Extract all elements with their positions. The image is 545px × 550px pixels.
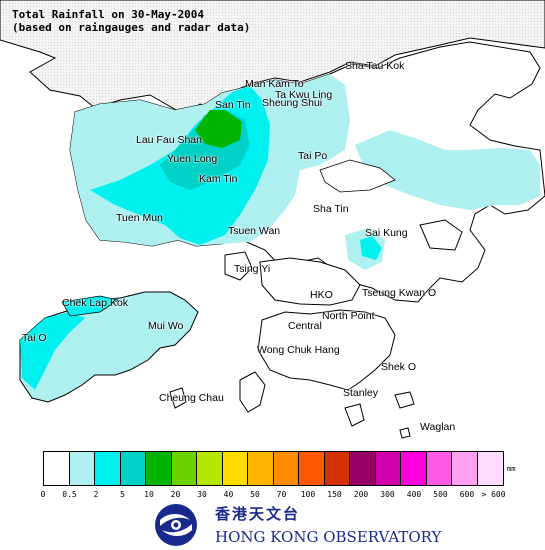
legend-tick-label: 70 [276, 490, 287, 499]
legend-tick-label: 500 [433, 490, 448, 499]
legend-swatch [120, 452, 146, 485]
map-subtitle: (based on raingauges and radar data) [12, 21, 251, 34]
legend-tick-label: 10 [144, 490, 154, 499]
place-yuen-long: Yuen Long [167, 153, 218, 165]
legend-swatch [146, 452, 172, 485]
legend-tick-label: 150 [327, 490, 342, 499]
legend-unit: mm [507, 465, 516, 473]
place-wong-chuk-hang: Wong Chuk Hang [257, 344, 340, 356]
waglan-island [399, 427, 411, 439]
place-san-tin: San Tin [215, 99, 251, 111]
legend-swatch [197, 452, 223, 485]
legend-swatch [401, 452, 427, 485]
legend-swatch [222, 452, 248, 485]
cheung-chau-island [169, 387, 187, 409]
place-kam-tin: Kam Tin [199, 173, 238, 185]
tsing-yi-island [224, 251, 253, 281]
place-sha-tin: Sha Tin [313, 203, 349, 215]
place-waglan: Waglan [420, 421, 456, 433]
place-hko: HKO [310, 289, 333, 301]
legend-swatch [273, 452, 299, 485]
legend-tick-label: 100 [300, 490, 316, 499]
legend-swatch [69, 452, 95, 485]
legend-swatch [248, 452, 274, 485]
place-sheung-shui: Sheung Shui [262, 97, 323, 109]
rain-light-east [355, 130, 540, 210]
legend-tick-label: > 600 [481, 490, 506, 499]
rain-heavy [195, 110, 242, 148]
kowloon [259, 257, 361, 306]
legend-swatch [452, 452, 478, 485]
legend-swatch [44, 452, 70, 485]
place-sha-tau-kok: Sha Tau Kok [345, 60, 405, 72]
org-name-chinese: 香港天文台 [215, 505, 301, 523]
legend-tick-label: 2 [93, 490, 99, 499]
legend-tick-label: 5 [120, 490, 125, 499]
legend-swatch [350, 452, 376, 485]
legend-swatch [375, 452, 401, 485]
rainfall-legend [43, 451, 504, 486]
place-tsing-yi: Tsing Yi [234, 263, 271, 275]
place-tseung-kwan-o: Tseung Kwan O [362, 287, 437, 299]
legend-tick-label: 30 [197, 490, 207, 499]
place-sai-kung: Sai Kung [365, 227, 408, 239]
place-tai-po: Tai Po [298, 150, 328, 162]
legend-tick-label: 0 [40, 490, 46, 499]
legend-swatch [477, 452, 503, 485]
legend-swatch [324, 452, 350, 485]
place-cheung-chau: Cheung Chau [159, 392, 224, 404]
lamma-island [239, 371, 266, 413]
place-ta-kwu-ling: Ta Kwu Ling [275, 89, 333, 101]
legend-swatch [171, 452, 197, 485]
lantau-medium [20, 312, 85, 390]
legend-swatch [299, 452, 325, 485]
legend-swatch [95, 452, 121, 485]
legend-tick-label: 20 [170, 490, 181, 499]
tolo-harbour [319, 159, 396, 193]
hko-logo-icon [155, 504, 197, 546]
legend-swatch [426, 452, 452, 485]
tung-lung-island [394, 391, 415, 409]
rain-medium-saikung [360, 236, 382, 260]
po-toi-island [344, 403, 365, 427]
legend-tick-label: 600 [459, 490, 475, 499]
place-central: Central [288, 320, 322, 332]
legend-tick-label: 50 [250, 490, 260, 499]
place-chek-lap-kok: Chek Lap Kok [62, 297, 128, 309]
legend-tick-label: 300 [380, 490, 395, 499]
place-mui-wo: Mui Wo [148, 320, 184, 332]
legend-tick-label: 400 [406, 490, 422, 499]
place-lau-fau-shan: Lau Fau Shan [136, 134, 202, 146]
sai-kung-islands [419, 219, 463, 251]
org-name-english: HONG KONG OBSERVATORY [215, 528, 442, 546]
map-title: Total Rainfall on 30-May-2004 [12, 8, 205, 21]
place-north-point: North Point [322, 310, 375, 322]
place-tai-o: Tai O [22, 332, 47, 344]
legend-tick-label: 40 [223, 490, 234, 499]
hong-kong-island [257, 309, 396, 391]
place-shek-o: Shek O [381, 361, 417, 373]
legend-tick-label: 0.5 [62, 490, 77, 499]
chek-lap-kok-island [61, 295, 120, 317]
place-stanley: Stanley [343, 387, 379, 399]
place-man-kam-to: Man Kam To [245, 78, 304, 90]
place-tsuen-wan: Tsuen Wan [228, 225, 281, 237]
place-tuen-mun: Tuen Mun [116, 212, 163, 224]
legend-tick-label: 200 [353, 490, 369, 499]
